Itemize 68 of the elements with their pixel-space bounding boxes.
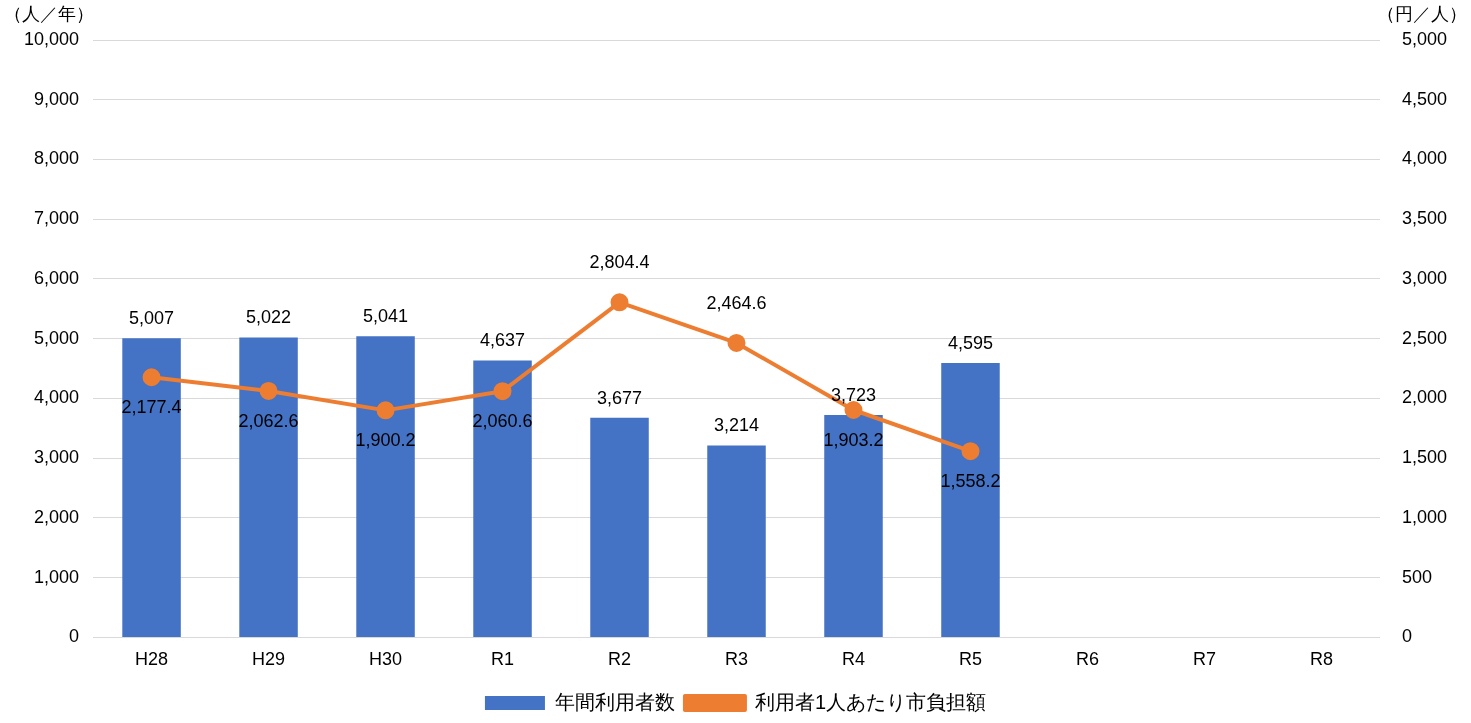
data-label: 3,723 bbox=[830, 384, 877, 405]
x-tick-label: R3 bbox=[725, 649, 749, 670]
data-label: 2,177.4 bbox=[121, 397, 182, 418]
legend-label: 年間利用者数 bbox=[554, 690, 675, 713]
y-tick-label: 2,000 bbox=[34, 506, 80, 527]
x-tick-label: H28 bbox=[135, 649, 169, 670]
data-label: 1,903.2 bbox=[823, 429, 884, 450]
y-tick-label: 9,000 bbox=[34, 88, 80, 109]
x-tick-label: R5 bbox=[958, 649, 982, 670]
bar bbox=[824, 414, 883, 637]
y2-tick-label: 4,500 bbox=[1401, 88, 1447, 109]
bar bbox=[356, 336, 415, 637]
y-tick-label: 6,000 bbox=[34, 267, 80, 288]
x-tick-label: R6 bbox=[1075, 649, 1099, 670]
data-label: 5,041 bbox=[363, 306, 409, 327]
data-label: 4,637 bbox=[480, 330, 526, 351]
data-label: 4,595 bbox=[947, 332, 994, 353]
x-tick-label: R1 bbox=[491, 649, 515, 670]
y2-tick-label: 3,500 bbox=[1401, 208, 1447, 229]
data-label: 5,022 bbox=[246, 307, 292, 328]
y2-tick-label: 1,500 bbox=[1401, 447, 1447, 468]
bar bbox=[122, 338, 181, 637]
y2-tick-label: 0 bbox=[1401, 626, 1412, 647]
point bbox=[259, 381, 278, 400]
point bbox=[961, 442, 980, 461]
data-label: 5,007 bbox=[129, 308, 175, 329]
y-tick-label: 5,000 bbox=[34, 327, 80, 348]
bar bbox=[941, 362, 1000, 637]
legend-label: 利用者1人あたり市負担額 bbox=[754, 690, 987, 713]
y2-tick-label: 5,000 bbox=[1401, 28, 1447, 49]
point bbox=[493, 382, 512, 401]
x-tick-label: H30 bbox=[369, 649, 403, 670]
y-tick-label: 7,000 bbox=[34, 208, 80, 229]
data-label: 2,804.4 bbox=[589, 252, 650, 273]
data-label: 2,060.6 bbox=[472, 411, 533, 432]
data-label: 2,464.6 bbox=[706, 292, 767, 313]
y2-tick-label: 500 bbox=[1401, 566, 1432, 587]
point bbox=[727, 333, 746, 352]
x-tick-label: R8 bbox=[1309, 649, 1333, 670]
x-tick-label: R2 bbox=[608, 649, 632, 670]
y2-axis-title: （円／人） bbox=[1377, 3, 1467, 24]
y-tick-label: 0 bbox=[69, 626, 80, 647]
y2-tick-label: 3,000 bbox=[1401, 267, 1447, 288]
bar bbox=[473, 360, 532, 637]
y-tick-label: 4,000 bbox=[34, 387, 80, 408]
point bbox=[376, 401, 395, 420]
y-tick-label: 10,000 bbox=[23, 28, 80, 49]
y-axis-title: （人／年） bbox=[4, 3, 94, 24]
y-tick-label: 3,000 bbox=[34, 447, 80, 468]
y2-tick-label: 4,000 bbox=[1401, 148, 1447, 169]
data-label: 1,900.2 bbox=[355, 430, 416, 451]
x-tick-label: R7 bbox=[1192, 649, 1216, 670]
data-label: 1,558.2 bbox=[940, 471, 1001, 492]
y2-tick-label: 2,500 bbox=[1401, 327, 1447, 348]
data-label: 3,214 bbox=[713, 415, 760, 436]
bar bbox=[239, 337, 298, 637]
x-tick-label: H29 bbox=[252, 649, 286, 670]
data-label: 3,677 bbox=[596, 387, 643, 408]
y-tick-label: 1,000 bbox=[34, 566, 80, 587]
point bbox=[142, 368, 161, 387]
bar bbox=[590, 417, 649, 637]
point bbox=[610, 293, 629, 312]
y2-tick-label: 1,000 bbox=[1401, 506, 1447, 527]
x-tick-label: R4 bbox=[841, 649, 865, 670]
y2-tick-label: 2,000 bbox=[1401, 387, 1447, 408]
data-label: 2,062.6 bbox=[238, 410, 299, 431]
bar bbox=[707, 445, 766, 637]
y-tick-label: 8,000 bbox=[34, 148, 80, 169]
